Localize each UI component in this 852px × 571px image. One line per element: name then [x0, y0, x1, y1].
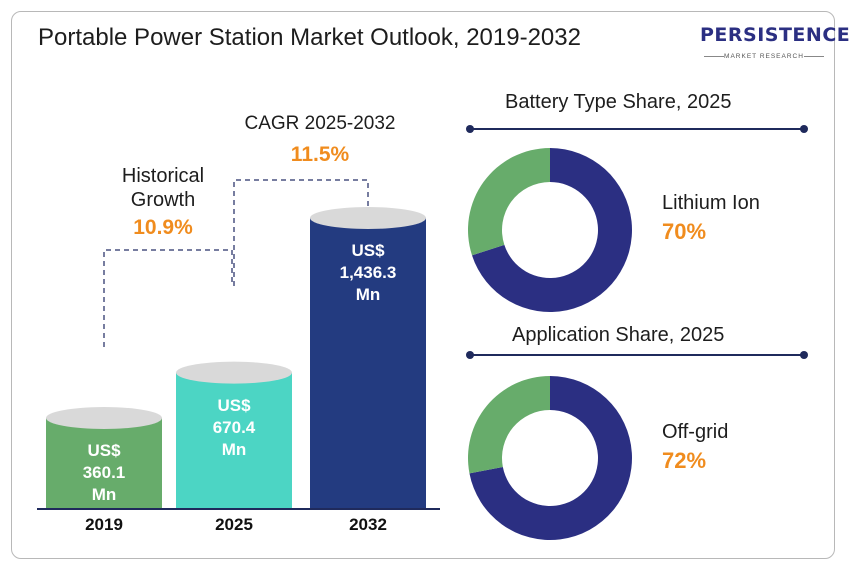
persistence-logo: PERSISTENCE MARKET RESEARCH: [700, 24, 851, 66]
historical-label-line2: Growth: [130, 189, 196, 211]
logo-wordmark: PERSISTENCE: [700, 24, 851, 46]
application-slice-primary: [469, 376, 632, 540]
historical-label-line1: Historical: [121, 165, 205, 187]
logo-rule-left: [704, 56, 724, 57]
battery-slice-other: [468, 148, 550, 256]
page-title: Portable Power Station Market Outlook, 2…: [38, 24, 581, 51]
bar-value-line: US$: [87, 441, 121, 460]
bar-2025: [176, 361, 292, 508]
application-donut-title: Application Share, 2025: [512, 324, 725, 346]
application-slice-value: 72%: [662, 448, 707, 473]
historical-connector: [103, 249, 233, 347]
battery-slice-value: 70%: [662, 219, 707, 244]
bar-value-line: US$: [217, 395, 251, 415]
bar-value-line: 1,436.3: [339, 263, 397, 282]
battery-slice-primary: [472, 148, 632, 312]
bar-value-label-2019: US$ 360.1 Mn: [44, 440, 164, 506]
x-tick-label: 2032: [349, 515, 387, 534]
battery-donut-chart: [468, 148, 632, 312]
bar-value-line: US$: [351, 241, 385, 260]
battery-divider: [470, 128, 804, 130]
battery-slice-label: Lithium Ion: [662, 192, 760, 214]
bar-cap-2032: [310, 207, 426, 229]
battery-donut-title: Battery Type Share, 2025: [505, 91, 732, 113]
bar-value-line: 360.1: [82, 463, 126, 482]
application-slice-other: [468, 376, 550, 474]
bar-value-line: Mn: [221, 439, 247, 459]
cagr-label: CAGR 2025-2032: [244, 113, 396, 134]
historical-value: 10.9%: [133, 216, 193, 239]
bar-value-line: Mn: [91, 485, 117, 504]
bar-2032: [310, 207, 426, 508]
logo-rule-right: [804, 56, 824, 57]
application-donut-chart: [468, 376, 632, 540]
application-slice-label: Off-grid: [662, 421, 729, 443]
x-tick-label: 2025: [215, 515, 253, 534]
bar-value-line: 670.4: [212, 417, 256, 437]
bar-body-2019: [46, 418, 162, 508]
x-tick-label: 2019: [85, 515, 123, 534]
bar-cap-2019: [46, 407, 162, 429]
application-divider: [470, 354, 804, 356]
cagr-value: 11.5%: [290, 143, 350, 166]
forecast-connector: [233, 179, 369, 286]
bar-body-2032: [310, 218, 426, 508]
battery-divider-dot-right: [800, 125, 808, 133]
application-divider-dot-right: [800, 351, 808, 359]
bar-2019: [46, 407, 162, 508]
historical-label: Historical Growth: [103, 164, 223, 212]
bar-body-2025: [176, 372, 292, 508]
bar-cap-2025: [176, 361, 292, 384]
bar-value-line: Mn: [355, 285, 381, 304]
logo-tagline: MARKET RESEARCH: [724, 53, 804, 60]
bar-value-label-2032: US$ 1,436.3 Mn: [308, 240, 428, 306]
bar-value-label-2025: US$ 670.4 Mn: [174, 395, 294, 461]
